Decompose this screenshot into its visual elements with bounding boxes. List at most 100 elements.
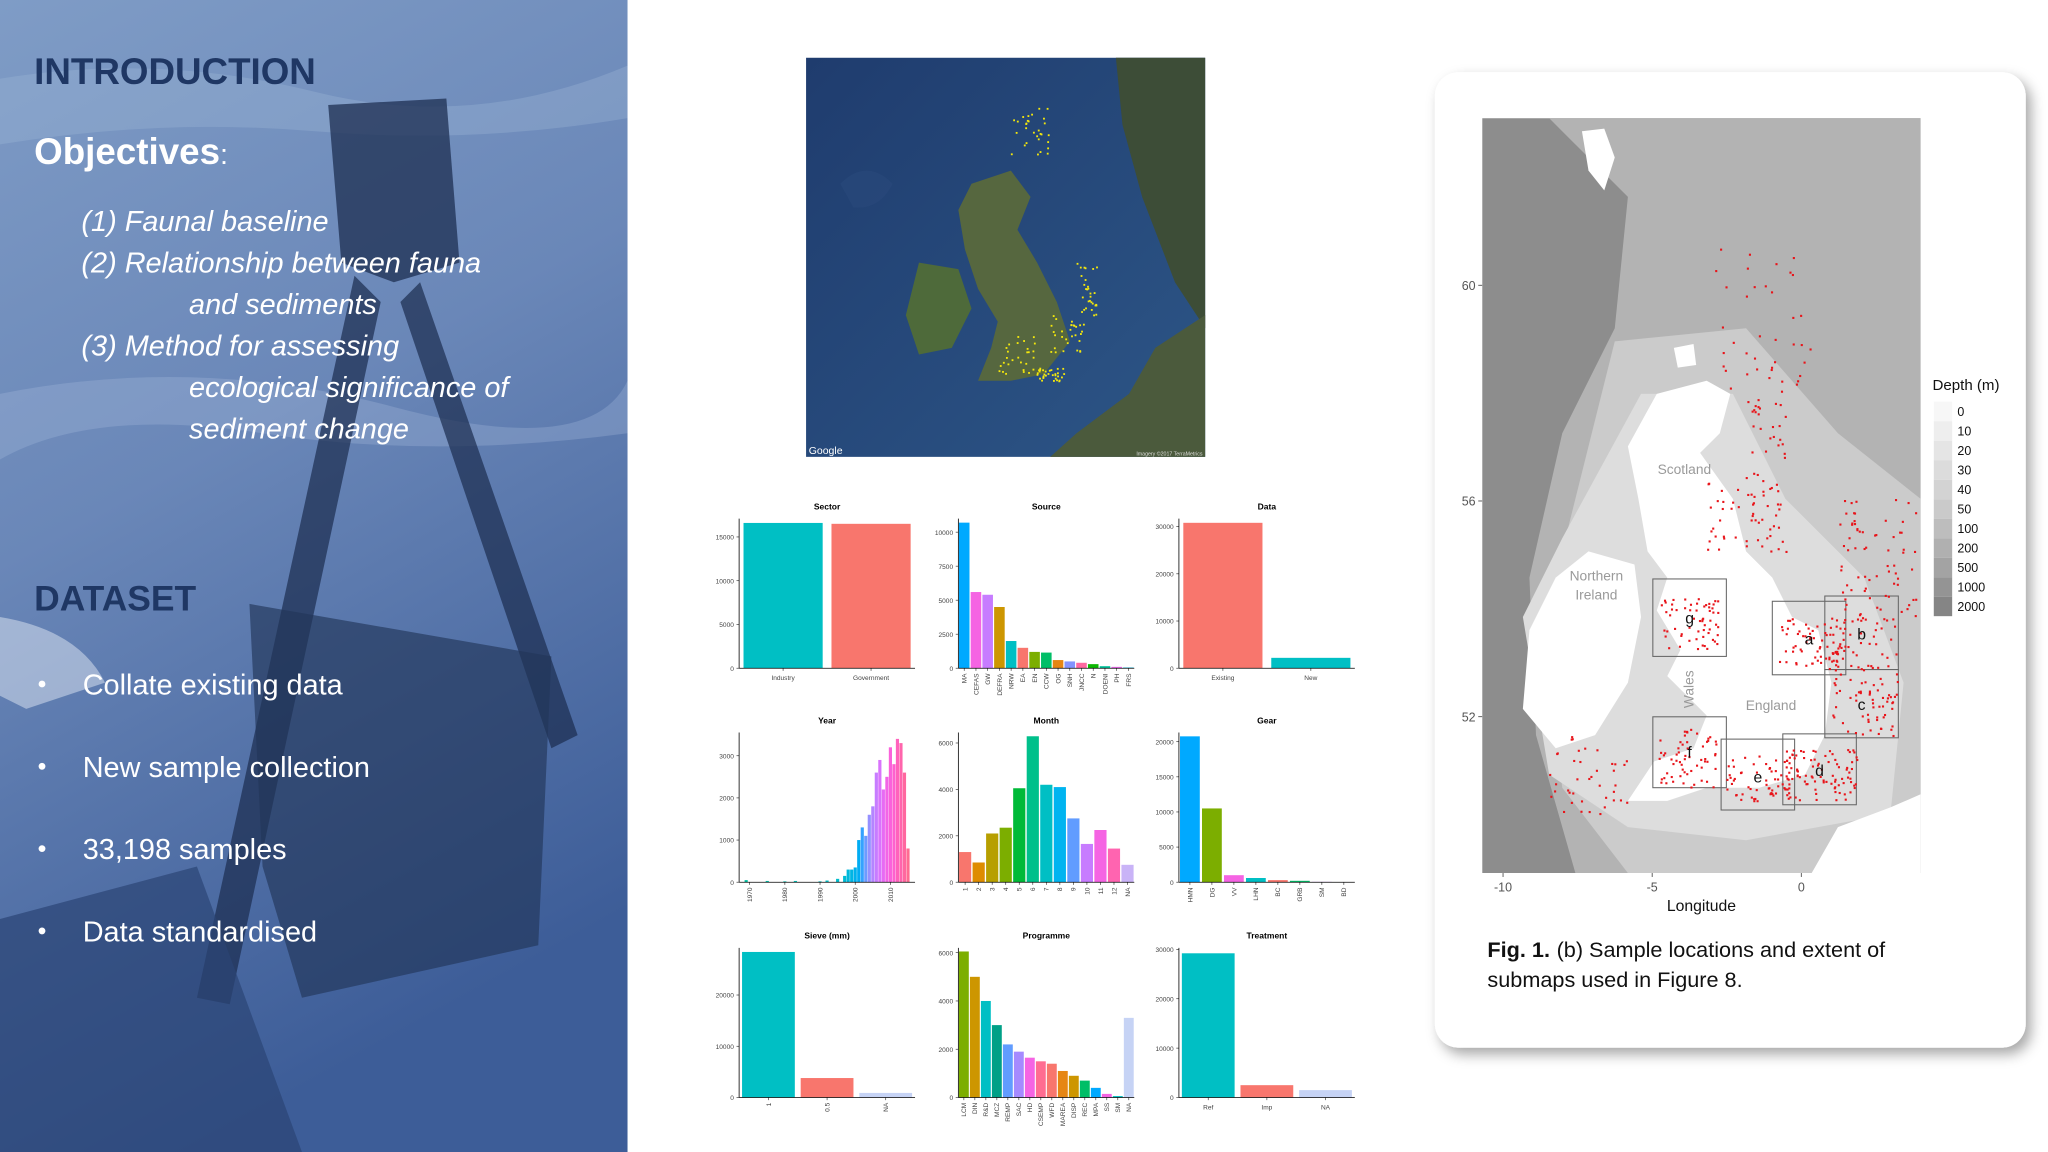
dot [1554,790,1557,793]
dot [1056,379,1058,382]
dot [1721,326,1724,329]
depth-map [1482,118,1921,874]
dot [1598,784,1601,787]
dot [1089,295,1092,298]
dot [1039,369,1042,371]
dot [1823,623,1826,626]
dot [1788,756,1791,759]
x-tick-label: 6 [1030,887,1037,891]
dot [1795,754,1798,757]
x-tick-label: EA [1020,673,1027,682]
dot [1740,771,1743,774]
dot [1712,611,1715,614]
dot [1784,415,1787,418]
dot [1778,508,1781,511]
dot [1025,142,1028,145]
place-label: Ireland [1575,587,1617,602]
dot [1066,342,1069,345]
dot [1791,273,1794,277]
dot [1081,311,1083,313]
dot [1746,373,1749,376]
dot [1866,713,1870,716]
dot [1555,783,1558,786]
dot [1805,623,1808,626]
legend-swatch [1933,538,1953,558]
dot [1883,713,1887,717]
dot [1896,680,1899,684]
x-tick-label: 5 [1017,887,1024,891]
dot [1888,694,1891,697]
dot [1036,372,1039,375]
y-tick-label: 20000 [1155,739,1174,746]
y-tick-label: 0 [730,1095,734,1102]
dot [1678,645,1681,648]
dot [1672,780,1675,783]
dot [1733,777,1736,781]
dot [1908,604,1911,607]
dot [1686,747,1689,750]
dot [1754,411,1757,414]
dot [1837,647,1840,650]
bar [1111,666,1122,669]
dot [1896,583,1899,586]
dot [1879,727,1883,730]
x-tick-label: SM [1319,887,1326,897]
y-tick-label: 15000 [716,535,735,542]
dot [1788,787,1791,790]
dot [1816,764,1820,767]
dot [1026,347,1029,350]
google-logo: Google [809,445,843,457]
dot [1789,271,1792,274]
dot [1048,369,1051,372]
dot [1891,707,1894,710]
dot [1087,287,1090,290]
dot [1833,716,1836,719]
dot [1721,507,1724,511]
bullet-text: New sample collection [83,752,370,784]
dot [1571,738,1574,741]
dot [1044,374,1047,377]
dot [1046,107,1049,110]
chart-title: Year [818,715,837,725]
objective-line: and sediments [189,289,377,321]
dot [1894,499,1898,502]
dot [1757,413,1760,416]
dot [1683,758,1686,761]
dot [1712,603,1715,606]
dot [1053,380,1055,382]
dot [1811,662,1814,665]
x-tick-label: LCM [961,1103,968,1117]
dot [1083,266,1086,269]
dot [1876,689,1879,692]
dot [1796,769,1799,772]
dot [1662,754,1665,757]
figure-annotations: 52 56 60 -10 -5 0 Longitude Depth (m) 0 10 20 30 40 5… [1462,279,2000,992]
dot [1054,334,1056,337]
dot [1832,659,1835,662]
objective-line: ecological significance of [189,372,511,404]
bar [1289,880,1310,883]
dot [1774,759,1778,762]
dot [1688,626,1691,629]
dot [1715,270,1718,273]
chart-title: Month [1034,715,1060,725]
dot [1563,810,1566,814]
dot [1722,535,1725,538]
dot [1844,627,1847,630]
legend-swatch [1933,557,1953,578]
bar [1013,788,1026,883]
dot [1744,756,1747,759]
dot [1820,661,1823,664]
dot [1770,368,1773,372]
bar [1067,818,1080,883]
dot [1771,792,1774,796]
y-tick-label: 10000 [935,530,954,537]
dot [1697,630,1700,633]
dot [1022,116,1025,118]
dot [1853,520,1856,523]
dot [1887,570,1890,573]
dot [1022,369,1025,371]
legend-swatch [1933,401,1953,422]
